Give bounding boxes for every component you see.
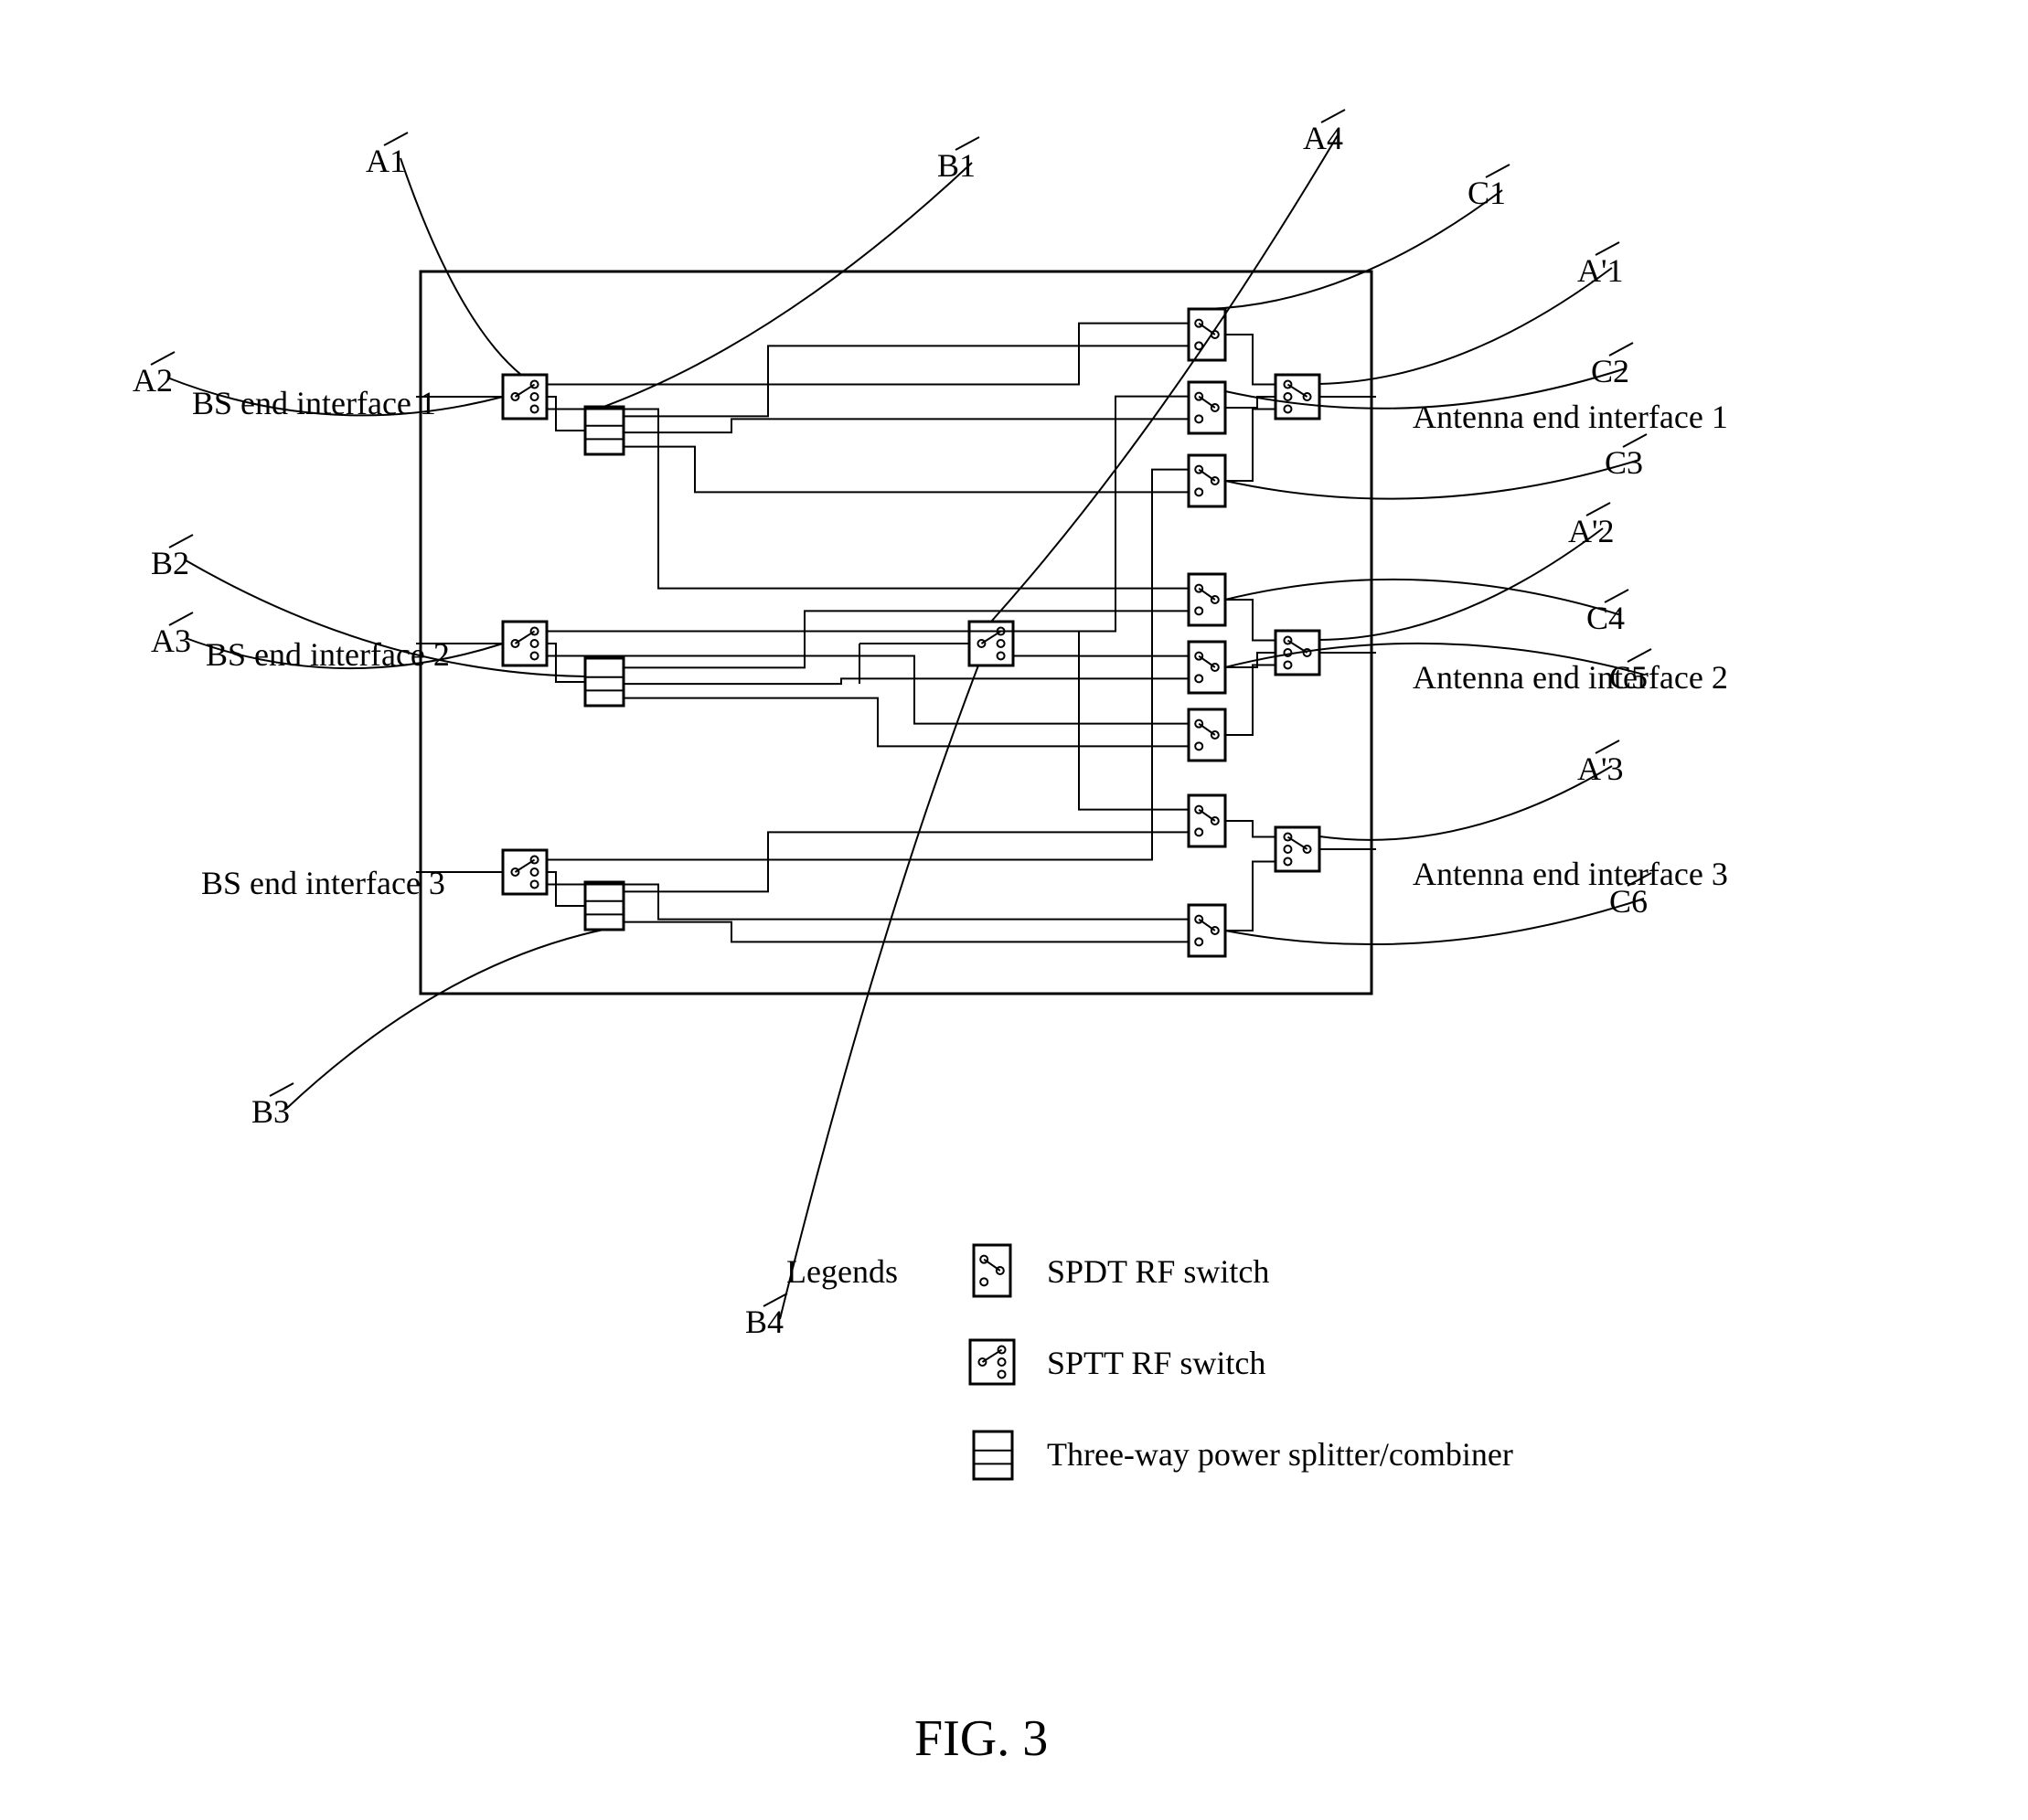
diagram-svg xyxy=(0,0,2028,1820)
callout-Ap1: A'1 xyxy=(1577,251,1623,290)
antenna-end-interface-2: Antenna end interface 2 xyxy=(1413,658,1728,697)
legend-title: Legends xyxy=(786,1252,898,1291)
callout-B2: B2 xyxy=(151,544,189,582)
callout-C3: C3 xyxy=(1605,443,1643,482)
callout-A1: A1 xyxy=(366,142,406,180)
callout-A4: A4 xyxy=(1303,119,1343,157)
antenna-end-interface-3: Antenna end interface 3 xyxy=(1413,855,1728,893)
callout-A3: A3 xyxy=(151,622,191,660)
callout-C2: C2 xyxy=(1591,352,1629,390)
legend-split: Three-way power splitter/combiner xyxy=(1047,1435,1513,1474)
figure-label: FIG. 3 xyxy=(914,1709,1048,1768)
callout-A2: A2 xyxy=(133,361,173,399)
legend-sptt: SPTT RF switch xyxy=(1047,1344,1265,1382)
bs-end-interface-1: BS end interface 1 xyxy=(192,384,436,422)
bs-end-interface-3: BS end interface 3 xyxy=(201,864,445,902)
callout-Ap3: A'3 xyxy=(1577,750,1623,788)
callout-C4: C4 xyxy=(1586,599,1625,637)
bs-end-interface-2: BS end interface 2 xyxy=(206,635,450,674)
antenna-end-interface-1: Antenna end interface 1 xyxy=(1413,398,1728,436)
legend-spdt: SPDT RF switch xyxy=(1047,1252,1269,1291)
callout-C1: C1 xyxy=(1468,174,1506,212)
callout-Ap2: A'2 xyxy=(1568,512,1614,550)
callout-B1: B1 xyxy=(937,146,976,185)
callout-B4: B4 xyxy=(745,1303,784,1341)
callout-B3: B3 xyxy=(251,1092,290,1131)
diagram-viewport: A1 B1 A4 C1 A'1 C2 C3 A'2 C4 C5 A'3 C6 A… xyxy=(0,0,2028,1820)
